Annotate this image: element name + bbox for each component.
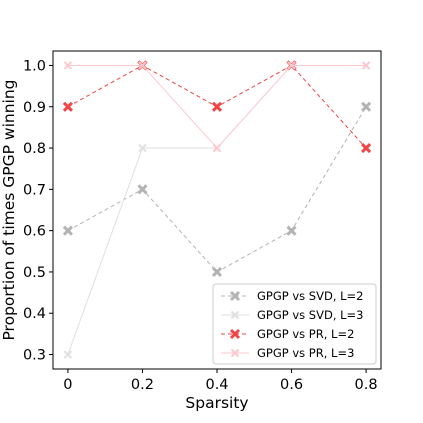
legend-marker	[229, 290, 241, 302]
data-point	[62, 225, 73, 236]
data-point	[361, 61, 371, 70]
legend-marker	[230, 348, 240, 358]
legend-label: GPGP vs PR, L=3	[257, 346, 354, 360]
data-point	[137, 184, 148, 195]
x-tick-label: 0.2	[131, 377, 154, 393]
y-tick-label: 0.8	[23, 141, 46, 157]
x-tick-label: 0.6	[280, 377, 303, 393]
data-point	[212, 143, 222, 153]
data-point	[62, 101, 73, 112]
legend-box	[212, 283, 377, 365]
y-tick-label: 0.4	[23, 306, 46, 322]
y-tick-label: 0.5	[23, 265, 46, 281]
legend-item: GPGP vs PR, L=3	[221, 346, 354, 360]
y-tick-label: 0.9	[23, 100, 46, 116]
y-tick-label: 0.7	[23, 182, 46, 198]
series-3	[62, 60, 372, 154]
series-4	[63, 61, 371, 153]
data-point	[138, 61, 147, 70]
data-point	[138, 143, 147, 153]
x-tick-label: 0.8	[355, 377, 378, 393]
data-point	[63, 61, 73, 70]
legend-item: GPGP vs PR, L=2	[221, 327, 354, 341]
data-point	[211, 101, 223, 112]
x-tick-label: 0.4	[205, 377, 228, 393]
legend-item: GPGP vs SVD, L=3	[221, 308, 364, 322]
x-tick-label: 0	[63, 377, 72, 393]
data-point	[63, 350, 73, 359]
data-point	[361, 101, 372, 112]
y-axis-label: Proportion of times GPGP winning	[0, 79, 18, 340]
ticks-layer: 0 0.2 0.4 0.6 0.8 0.3 0.4 0.5 0.6 0.7 0.8 0.9 1.0	[23, 58, 378, 393]
y-tick-label: 0.6	[23, 224, 46, 240]
data-point	[286, 225, 297, 236]
legend: GPGP vs SVD, L=2 GPGP vs SVD, L=3 GPGP vs …	[212, 283, 377, 365]
data-point	[361, 142, 372, 154]
y-tick-label: 1.0	[23, 58, 46, 74]
y-tick-label: 0.3	[23, 348, 46, 364]
series-1	[62, 101, 372, 278]
legend-label: GPGP vs PR, L=2	[257, 327, 354, 341]
legend-label: GPGP vs SVD, L=3	[257, 308, 364, 322]
legend-marker	[229, 328, 241, 340]
series-line	[67, 106, 367, 273]
series-layer	[62, 60, 372, 359]
x-axis-label: Sparsity	[185, 394, 248, 412]
data-point	[211, 266, 223, 278]
data-point	[287, 61, 296, 70]
legend-item: GPGP vs SVD, L=2	[221, 289, 364, 303]
legend-label: GPGP vs SVD, L=2	[257, 289, 364, 303]
legend-marker	[230, 310, 240, 320]
